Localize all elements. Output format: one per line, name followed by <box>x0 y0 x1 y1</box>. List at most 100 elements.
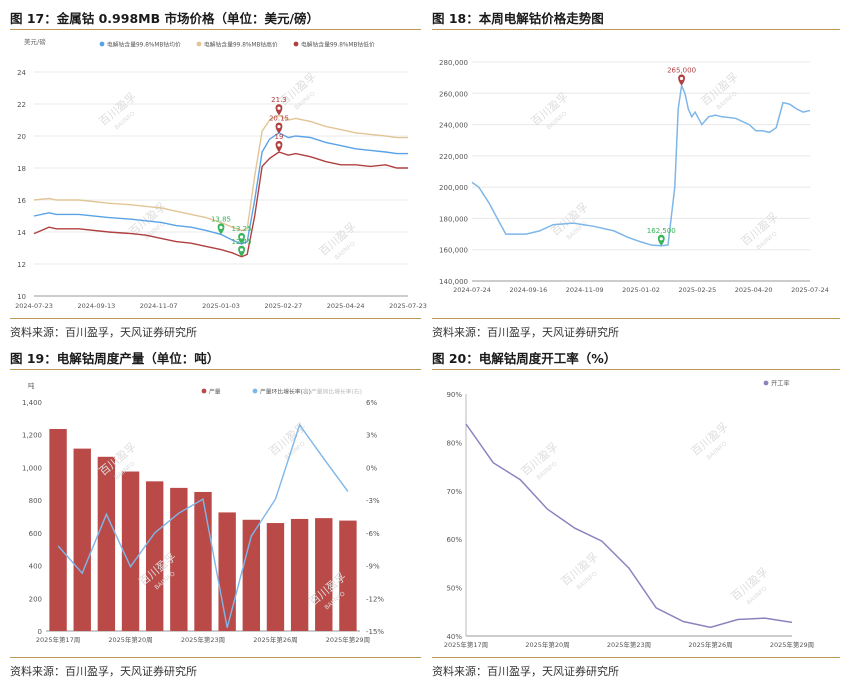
chart3-y-tick: 0 <box>38 628 42 636</box>
chart3-legend-label: 产量环比增长率(右) <box>260 388 311 396</box>
chart1-bottom-rule <box>10 318 421 319</box>
chart4-title: 图 20：电解钴周度开工率（%） <box>432 351 617 366</box>
chart4-y-tick: 50% <box>446 585 462 593</box>
chart1-x-tick: 2025-01-03 <box>202 302 240 310</box>
chart4-x-tick: 2025年第20周 <box>525 640 569 649</box>
chart3-x-tick: 2025年第29周 <box>326 635 370 644</box>
chart3-bar <box>290 518 309 631</box>
chart2-source: 资料来源：百川盈孚，天风证券研究所 <box>432 326 619 339</box>
chart4-y-tick: 80% <box>446 439 462 447</box>
chart3-y-tick: 1,400 <box>22 399 42 407</box>
chart3-y2-tick: -12% <box>366 595 384 603</box>
chart1-source: 资料来源：百川盈孚，天风证券研究所 <box>10 326 197 339</box>
chart2-x-tick: 2025-02-25 <box>678 286 716 294</box>
chart1-title-rule <box>10 29 421 30</box>
chart3-legend-swatch <box>252 388 258 394</box>
chart2-annotation: 265,000 <box>667 66 696 74</box>
chart3-bar <box>194 491 212 631</box>
chart2-cobalt-price-trend: 140,000 160,000 180,000 200,000 220,000 240,0… <box>439 59 829 294</box>
chart1-y-tick: 14 <box>17 229 26 237</box>
marker-pin-dot <box>277 125 281 129</box>
chart3-y-unit: 吨 <box>28 381 35 390</box>
chart3-y2-tick: -3% <box>366 497 380 505</box>
chart4-x-tick: 2025年第29周 <box>770 640 814 649</box>
chart3-legend-swatch <box>303 388 309 394</box>
chart4-series-line <box>465 423 793 629</box>
chart4-y-tick: 70% <box>446 488 462 496</box>
chart3-legend-label: 产量 <box>209 388 221 396</box>
chart1-legend-label: 电解钴含量99.8%MB钴低价 <box>301 41 375 49</box>
chart3-y2-tick: 0% <box>366 464 377 472</box>
chart3-bar <box>339 520 357 631</box>
chart1-x-tick: 2025-04-24 <box>327 302 365 310</box>
chart1-x-tick: 2025-02-27 <box>264 302 302 310</box>
chart1-x-tick: 2024-09-13 <box>77 302 115 310</box>
chart2-x-tick: 2024-11-09 <box>566 286 604 294</box>
chart2-bottom-rule <box>432 318 840 319</box>
chart2-y-tick: 200,000 <box>439 184 468 192</box>
chart2-y-tick: 240,000 <box>439 122 468 130</box>
chart2-annotation: 162,500 <box>647 227 676 235</box>
marker-pin-dot <box>239 248 244 252</box>
chart1-y-tick: 12 <box>17 261 26 269</box>
chart3-weekly-output: 吨 0 200 400 600 800 1,000 1,200 1,400 -15% -12% -9%… <box>22 381 384 644</box>
chart4-legend-label: 开工率 <box>771 380 790 388</box>
chart1-y-tick: 22 <box>17 101 26 109</box>
chart1-y-unit: 美元/磅 <box>24 37 46 46</box>
chart4-y-tick: 60% <box>446 536 462 544</box>
chart1-y-tick: 10 <box>17 293 26 301</box>
chart1-legend-label: 电解钴含量99.8%MB钴高价 <box>204 41 278 49</box>
chart1-annotation: 20.15 <box>269 115 289 123</box>
marker-pin-dot <box>219 225 223 229</box>
chart4-x-tick: 2025年第17周 <box>444 640 488 649</box>
chart1-annotation: 19 <box>275 133 284 141</box>
chart3-y-tick: 1,000 <box>22 464 42 472</box>
chart1-y-tick: 18 <box>17 165 26 173</box>
chart2-y-tick: 160,000 <box>439 247 468 255</box>
chart1-annotation: 12.45 <box>232 238 252 246</box>
chart1-annotation: 13.85 <box>211 215 231 223</box>
chart4-title-rule <box>432 369 840 370</box>
chart4-source: 资料来源：百川盈孚，天风证券研究所 <box>432 665 619 678</box>
chart1-metal-cobalt-price: 美元/磅 10 12 14 16 18 20 22 24 2024-07-23 2024-09-13… <box>15 37 427 310</box>
marker-pin-dot <box>277 106 281 110</box>
chart1-annotation: 21.3 <box>271 96 287 104</box>
chart3-bar <box>170 487 188 631</box>
chart1-x-tick: 2024-11-07 <box>140 302 178 310</box>
chart2-y-tick: 260,000 <box>439 90 468 98</box>
chart4-x-tick: 2025年第23周 <box>607 640 651 649</box>
chart1-series-line <box>33 131 408 245</box>
chart4-operating-rate: 40%50%60%70%80%90%开工率百川盈孚BAIINFO百川盈孚BAII… <box>444 380 814 650</box>
chart3-bar <box>73 448 91 631</box>
chart3-bar <box>121 471 140 631</box>
chart3-y-tick: 400 <box>29 563 42 571</box>
chart1-legend-swatch <box>196 41 202 47</box>
chart3-bar <box>49 428 67 631</box>
chart3-bar <box>315 518 333 631</box>
chart1-x-tick: 2025-07-23 <box>389 302 427 310</box>
chart3-x-tick: 2025年第23周 <box>181 635 225 644</box>
chart3-title: 图 19：电解钴周度产量（单位：吨） <box>10 351 220 366</box>
chart3-legend-label: 产量同比增长率(右) <box>311 388 362 396</box>
marker-pin-dot <box>659 237 663 241</box>
chart1-legend-label: 电解钴含量99.8%MB钴均价 <box>107 41 181 49</box>
chart3-y2-tick: -6% <box>366 530 380 538</box>
chart1-title: 图 17：金属钴 0.998MB 市场价格（单位：美元/磅） <box>10 11 320 26</box>
chart4-bottom-rule <box>432 657 840 658</box>
chart3-legend-swatch <box>201 388 207 394</box>
chart1-legend-swatch <box>293 41 299 47</box>
chart2-x-tick: 2025-01-02 <box>622 286 660 294</box>
chart2-x-tick: 2024-09-16 <box>509 286 547 294</box>
chart3-y2-tick: -15% <box>366 628 384 636</box>
chart2-x-tick: 2025-07-24 <box>791 286 829 294</box>
chart3-title-rule <box>10 369 421 370</box>
chart4-x-tick: 2025年第26周 <box>688 640 732 649</box>
chart3-bar <box>218 512 236 631</box>
chart3-y2-tick: 3% <box>366 432 377 440</box>
chart3-bottom-rule <box>10 657 421 658</box>
chart4-legend-swatch <box>763 380 769 386</box>
chart2-y-tick: 280,000 <box>439 59 468 67</box>
chart1-y-tick: 16 <box>17 197 26 205</box>
chart2-x-tick: 2025-04-20 <box>735 286 773 294</box>
chart3-y2-tick: 6% <box>366 399 377 407</box>
